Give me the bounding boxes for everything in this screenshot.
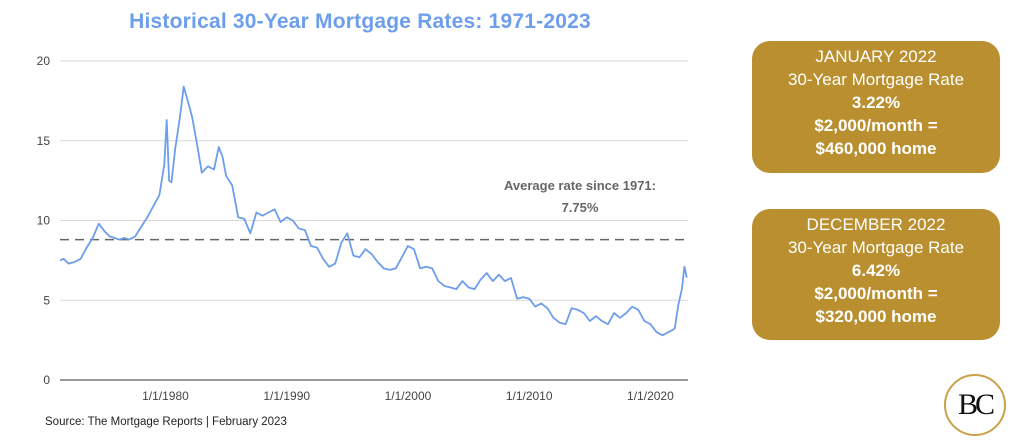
series-line-mortgage-rate xyxy=(59,85,688,337)
card-home-price: $460,000 home xyxy=(815,139,937,158)
rate-card-january-2022: JANUARY 2022 30-Year Mortgage Rate 3.22%… xyxy=(752,41,1000,173)
x-tick-label: 1/1/2000 xyxy=(385,389,432,403)
card-subtitle: 30-Year Mortgage Rate xyxy=(787,238,965,257)
x-tick-label: 1/1/1990 xyxy=(263,389,310,403)
x-tick-label: 1/1/2010 xyxy=(506,389,553,403)
y-tick-label: 0 xyxy=(43,373,50,387)
card-rate: 3.22% xyxy=(851,93,901,112)
card-payment: $2,000/month = xyxy=(814,284,938,303)
average-annotation-line2: 7.75% xyxy=(562,200,599,215)
y-axis-ticks: 0 5 10 15 20 xyxy=(37,54,51,387)
card-date: DECEMBER 2022 xyxy=(806,215,946,234)
line-chart: 0 5 10 15 20 1/1/1980 1/1/1990 1/1/2000 1/1/201… xyxy=(37,54,688,403)
logo-text: BC xyxy=(957,388,995,421)
card-subtitle: 30-Year Mortgage Rate xyxy=(787,70,965,89)
x-tick-label: 1/1/2020 xyxy=(627,389,674,403)
rate-card-december-2022: DECEMBER 2022 30-Year Mortgage Rate 6.42… xyxy=(752,209,1000,340)
bc-logo: BC xyxy=(944,374,1006,436)
average-annotation-line1: Average rate since 1971: xyxy=(504,178,656,193)
source-note: Source: The Mortgage Reports | February … xyxy=(45,416,287,428)
x-tick-label: 1/1/1980 xyxy=(142,389,189,403)
card-date: JANUARY 2022 xyxy=(815,47,937,66)
x-axis-ticks: 1/1/1980 1/1/1990 1/1/2000 1/1/2010 1/1/2020 xyxy=(142,389,674,403)
card-payment: $2,000/month = xyxy=(814,116,938,135)
chart-title: Historical 30-Year Mortgage Rates: 1971-… xyxy=(129,10,591,33)
card-home-price: $320,000 home xyxy=(815,307,937,326)
card-rate: 6.42% xyxy=(851,261,901,280)
gridlines xyxy=(60,60,688,381)
y-tick-label: 15 xyxy=(37,134,51,148)
y-tick-label: 20 xyxy=(37,54,51,68)
y-tick-label: 10 xyxy=(37,214,51,228)
y-tick-label: 5 xyxy=(43,293,50,307)
